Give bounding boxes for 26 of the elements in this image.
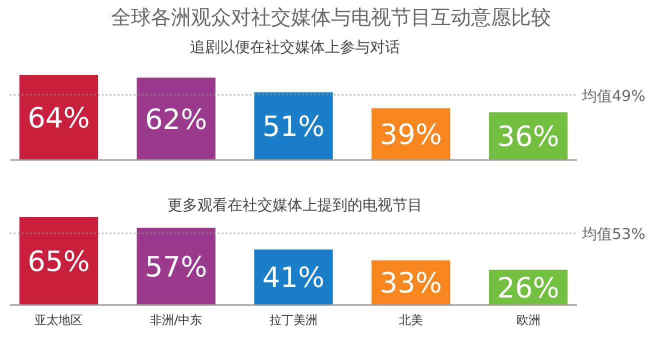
chart-subtitle: 更多观看在社交媒体上提到的电视节目 (168, 196, 422, 214)
bar (136, 228, 216, 305)
data-label: 26% (497, 271, 560, 304)
x-tick-label: 亚太地区 (34, 313, 83, 327)
data-label: 51% (262, 110, 325, 144)
x-tick-label: 北美 (398, 313, 423, 327)
data-label: 33% (380, 266, 442, 300)
data-label: 36% (497, 120, 560, 154)
x-tick-label: 非洲/中东 (150, 313, 202, 327)
data-label: 62% (144, 102, 208, 136)
bar (136, 78, 216, 160)
data-label: 41% (262, 261, 325, 294)
data-label: 57% (144, 250, 208, 284)
chart-subtitle: 追剧以便在社交媒体上参与对话 (190, 38, 400, 56)
bar (19, 75, 98, 160)
data-label: 65% (28, 245, 90, 278)
chart-title: 全球各洲观众对社交媒体与电视节目互动意愿比较 (111, 5, 551, 29)
bar (19, 217, 98, 305)
bar (254, 92, 333, 160)
bar (254, 249, 333, 305)
ref-line-label: 均值53% (581, 225, 646, 244)
x-tick-label: 欧洲 (516, 313, 540, 327)
ref-line-label: 均值49% (581, 86, 646, 105)
x-tick-label: 拉丁美洲 (270, 313, 318, 327)
data-label: 39% (380, 118, 442, 152)
data-label: 64% (28, 102, 90, 134)
